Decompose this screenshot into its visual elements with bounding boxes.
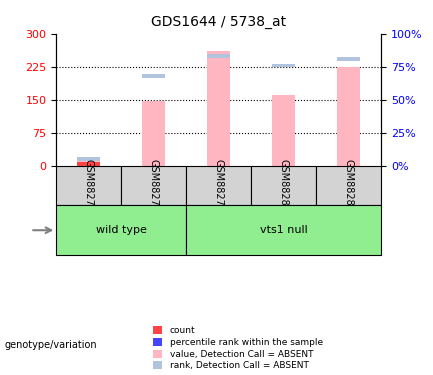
Bar (78, 159, 100, 166)
Bar (142, 100, 165, 166)
FancyBboxPatch shape (186, 206, 381, 255)
FancyBboxPatch shape (56, 206, 186, 255)
Bar (78, 162, 100, 166)
Legend: count, percentile rank within the sample, value, Detection Call = ABSENT, rank, : count, percentile rank within the sample… (153, 326, 323, 370)
Bar (78, 158, 100, 161)
Text: vts1 null: vts1 null (260, 225, 307, 235)
Bar (337, 67, 360, 166)
FancyBboxPatch shape (316, 166, 381, 206)
Bar (207, 51, 230, 166)
Text: GSM88278: GSM88278 (149, 159, 159, 212)
FancyBboxPatch shape (56, 166, 121, 206)
FancyBboxPatch shape (121, 166, 186, 206)
Title: GDS1644 / 5738_at: GDS1644 / 5738_at (151, 15, 286, 28)
Text: GSM88279: GSM88279 (213, 159, 224, 212)
Bar (272, 95, 295, 166)
Text: GSM88277: GSM88277 (84, 159, 94, 212)
Bar (337, 57, 360, 61)
Bar (272, 64, 295, 67)
Text: wild type: wild type (96, 225, 147, 235)
Text: GSM88281: GSM88281 (343, 159, 354, 212)
FancyBboxPatch shape (186, 166, 251, 206)
Text: genotype/variation: genotype/variation (4, 340, 97, 350)
Bar (207, 54, 230, 58)
Bar (142, 74, 165, 78)
Text: GSM88280: GSM88280 (278, 159, 289, 212)
FancyBboxPatch shape (251, 166, 316, 206)
